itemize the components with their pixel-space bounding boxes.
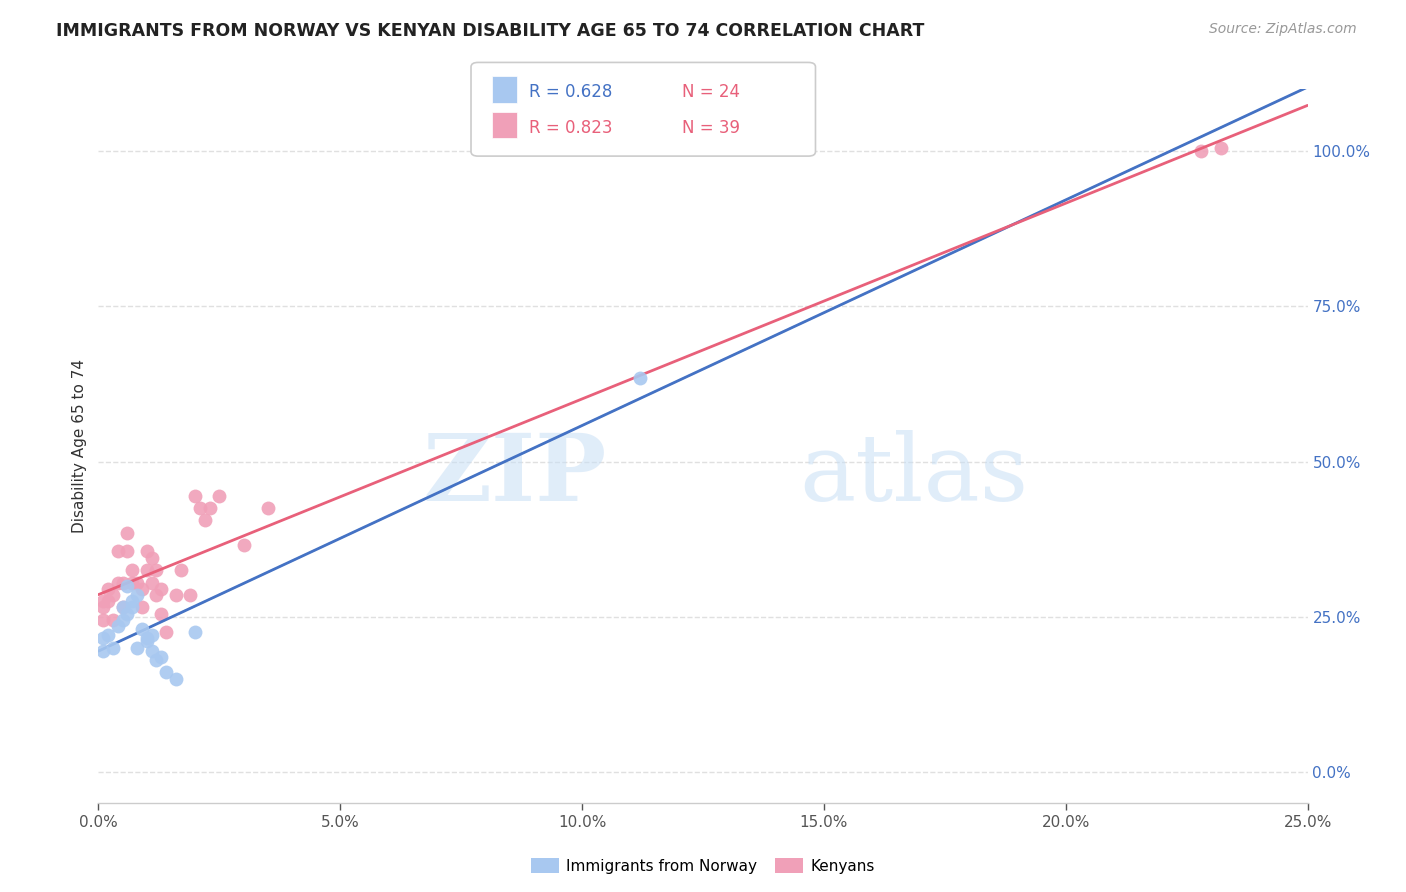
Point: [198, 501, 221, 516]
Point: [232, 538, 254, 552]
Point: [145, 588, 167, 602]
Point: [150, 607, 173, 621]
Point: [107, 619, 129, 633]
Point: [117, 579, 139, 593]
Point: [141, 644, 163, 658]
Point: [165, 672, 187, 686]
Point: [256, 501, 278, 516]
Point: [127, 640, 149, 655]
Point: [131, 582, 153, 596]
Text: R = 0.823: R = 0.823: [529, 119, 612, 136]
Point: [141, 550, 163, 565]
Point: [91, 632, 114, 646]
Point: [150, 650, 173, 665]
Point: [97, 628, 120, 642]
Point: [97, 582, 120, 596]
Text: IMMIGRANTS FROM NORWAY VS KENYAN DISABILITY AGE 65 TO 74 CORRELATION CHART: IMMIGRANTS FROM NORWAY VS KENYAN DISABIL…: [56, 22, 925, 40]
Point: [101, 588, 124, 602]
Point: [97, 594, 120, 608]
Point: [141, 575, 163, 590]
Text: N = 39: N = 39: [682, 119, 740, 136]
Point: [155, 665, 177, 680]
Point: [117, 525, 139, 540]
Text: N = 24: N = 24: [682, 83, 740, 101]
Point: [145, 653, 167, 667]
Point: [117, 607, 139, 621]
Point: [135, 634, 157, 648]
Point: [135, 563, 157, 577]
Point: [121, 594, 143, 608]
Point: [188, 501, 211, 516]
Point: [135, 632, 157, 646]
Point: [121, 563, 143, 577]
Point: [91, 613, 114, 627]
Point: [150, 582, 173, 596]
Point: [111, 600, 134, 615]
Point: [91, 600, 114, 615]
Point: [101, 613, 124, 627]
Point: [169, 563, 191, 577]
Point: [127, 588, 149, 602]
Point: [131, 600, 153, 615]
Point: [179, 588, 201, 602]
Y-axis label: Disability Age 65 to 74: Disability Age 65 to 74: [72, 359, 87, 533]
Text: R = 0.628: R = 0.628: [529, 83, 612, 101]
Point: [1189, 145, 1212, 159]
Point: [91, 594, 114, 608]
Point: [131, 622, 153, 636]
Legend: Immigrants from Norway, Kenyans: Immigrants from Norway, Kenyans: [531, 858, 875, 873]
Point: [165, 588, 187, 602]
Point: [107, 575, 129, 590]
Point: [111, 600, 134, 615]
Point: [208, 489, 231, 503]
Point: [101, 640, 124, 655]
Point: [121, 600, 143, 615]
Text: atlas: atlas: [800, 430, 1029, 519]
Text: ZIP: ZIP: [422, 430, 606, 519]
Point: [155, 625, 177, 640]
Point: [111, 575, 134, 590]
Point: [628, 370, 651, 384]
Point: [184, 489, 207, 503]
Point: [135, 544, 157, 558]
Point: [145, 563, 167, 577]
Point: [184, 625, 207, 640]
Point: [194, 513, 217, 527]
Point: [121, 575, 143, 590]
Text: Source: ZipAtlas.com: Source: ZipAtlas.com: [1209, 22, 1357, 37]
Point: [91, 644, 114, 658]
Point: [111, 613, 134, 627]
Point: [1209, 141, 1232, 155]
Point: [141, 628, 163, 642]
Point: [117, 544, 139, 558]
Point: [107, 544, 129, 558]
Point: [127, 575, 149, 590]
